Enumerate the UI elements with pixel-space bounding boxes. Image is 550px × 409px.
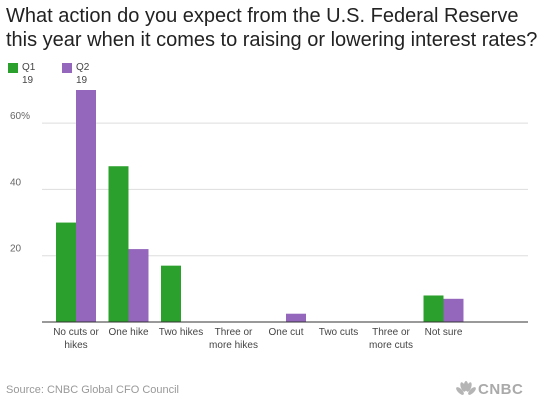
x-tick-labels: No cuts or hikes One hike Two hikes Three or… [53, 327, 463, 351]
logo-wordmark: CNBC [478, 381, 524, 398]
chart-title: What action do you expect from the U.S. … [6, 5, 538, 51]
x-tick-label: One cut [268, 327, 303, 338]
x-tick-label: One hike [108, 327, 148, 338]
x-tick-label: No cuts or [53, 327, 99, 338]
legend-label: 19 [22, 75, 34, 86]
legend-label: 19 [76, 75, 88, 86]
cnbc-logo: CNBC [456, 380, 523, 398]
source-note: Source: CNBC Global CFO Council [6, 384, 180, 396]
legend-label: Q2 [76, 62, 90, 73]
x-tick-label: Not sure [425, 327, 463, 338]
bar-q1-1 [108, 166, 129, 322]
bars [56, 90, 464, 322]
legend-swatch [8, 63, 18, 73]
legend-swatch [62, 63, 72, 73]
bar-q2-0 [76, 90, 96, 322]
y-tick-labels: 20 40 60% [10, 111, 30, 255]
bar-q1-0 [56, 222, 76, 322]
x-tick-label: hikes [64, 340, 87, 351]
peacock-icon [456, 381, 476, 395]
y-tick-label: 40 [10, 177, 22, 188]
y-tick-label: 60% [10, 111, 30, 122]
x-tick-label: Two cuts [319, 327, 358, 338]
y-tick-label: 20 [10, 244, 22, 255]
bar-q2-4 [286, 313, 306, 322]
bar-q1-2 [161, 265, 181, 322]
x-tick-label: Two hikes [159, 327, 203, 338]
x-tick-label: more cuts [369, 340, 413, 351]
bar-q1-7 [423, 295, 444, 322]
x-tick-label: Three or [372, 327, 410, 338]
bar-q2-1 [128, 249, 149, 322]
x-tick-label: Three or [215, 327, 253, 338]
bar-q2-7 [443, 298, 464, 322]
x-tick-label: more hikes [209, 340, 258, 351]
legend-label: Q1 [22, 62, 36, 73]
